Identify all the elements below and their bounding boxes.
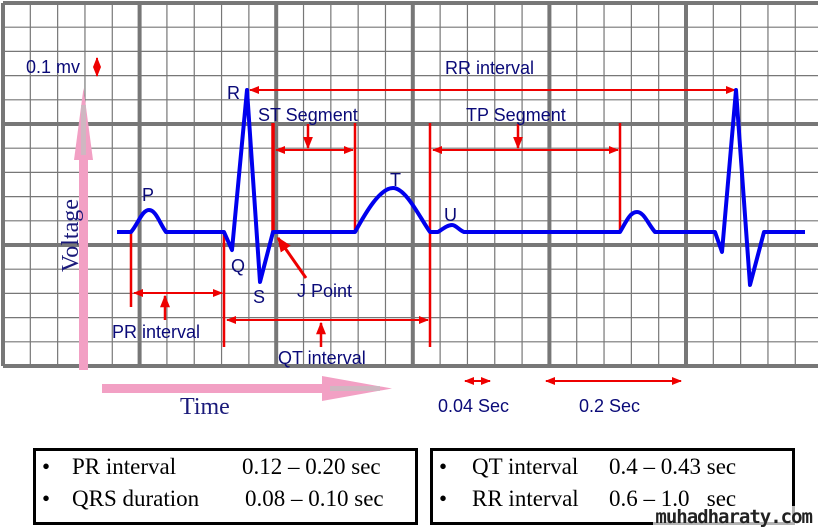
rr-interval-label: RR interval (445, 58, 534, 78)
bullet: • (439, 486, 448, 511)
ecg-grid-paper (1, 1, 818, 368)
tp-segment-label: TP Segment (466, 105, 566, 125)
summary-row-qrs: • QRS duration 0.08 – 0.10 sec (42, 486, 384, 512)
interval-markers (129, 123, 622, 347)
j-point-pointer (276, 236, 308, 279)
summary-name: RR interval (472, 486, 579, 511)
wave-t-label: T (390, 170, 401, 190)
summary-value: 0.12 – 0.20 sec (242, 454, 381, 479)
summary-name: QT interval (472, 454, 579, 479)
st-segment-label: ST Segment (258, 105, 358, 125)
time-axis-label: Time (180, 394, 230, 420)
j-point-label: J Point (297, 281, 352, 301)
watermark: muhadharaty.com (653, 506, 814, 528)
pr-interval-label: PR interval (112, 322, 200, 342)
voltage-axis-label: Voltage (58, 199, 84, 272)
bullet: • (439, 454, 448, 479)
qt-interval-label: QT interval (278, 348, 366, 368)
wave-p-label: P (142, 185, 154, 205)
summary-value: 0.4 – 0.43 sec (609, 454, 737, 479)
summary-name: QRS duration (72, 486, 200, 511)
summary-row-rr: • RR interval 0.6 – 1.0 sec (439, 486, 736, 512)
summary-box-left: • PR interval 0.12 – 0.20 sec • QRS dura… (33, 448, 418, 525)
ecg-trace (117, 88, 805, 287)
wave-r-label: R (227, 83, 240, 103)
wave-s-label: S (253, 287, 265, 307)
voltage-scale-label: 0.1 mv (26, 57, 80, 77)
time-scale-large-label: 0.2 Sec (579, 396, 640, 416)
wave-u-label: U (444, 205, 457, 225)
time-axis-arrow (102, 376, 392, 401)
summary-row-pr: • PR interval 0.12 – 0.20 sec (42, 454, 381, 480)
wave-q-label: Q (231, 256, 245, 276)
summary-value: 0.08 – 0.10 sec (245, 486, 384, 511)
bullet: • (42, 454, 51, 479)
bullet: • (42, 486, 51, 511)
time-scale-small-label: 0.04 Sec (438, 396, 509, 416)
interval-arrows (93, 57, 736, 385)
summary-row-qt: • QT interval 0.4 – 0.43 sec (439, 454, 736, 480)
voltage-axis-arrow (74, 88, 93, 370)
summary-name: PR interval (72, 454, 177, 479)
